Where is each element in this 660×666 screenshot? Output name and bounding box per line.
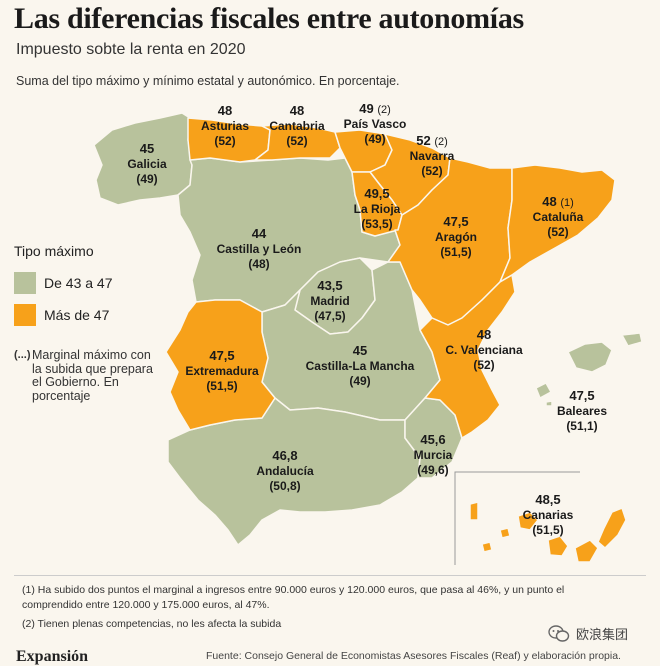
region-canarias-lanzarote bbox=[597, 507, 627, 549]
label-castilla-la-mancha-bottom: (49) bbox=[349, 374, 370, 388]
label-cataluna-top: 48 (1) bbox=[542, 194, 574, 209]
region-canarias-la-gomera bbox=[499, 527, 511, 539]
label-extremadura-top: 47,5 bbox=[209, 348, 234, 363]
label-murcia-top: 45,6 bbox=[420, 432, 445, 447]
label-cantabria-bottom: (52) bbox=[286, 134, 307, 148]
label-aragon-bottom: (51,5) bbox=[440, 245, 471, 259]
region-andalucia bbox=[167, 397, 421, 546]
label-cantabria-name: Cantabria bbox=[269, 119, 325, 133]
legend-label: De 43 a 47 bbox=[44, 275, 113, 291]
marginal-note-text: Marginal máximo con la subida que prepar… bbox=[32, 348, 153, 403]
label-extremadura-name: Extremadura bbox=[185, 364, 259, 378]
label-navarra-mark: (2) bbox=[434, 136, 447, 148]
label-navarra-top: 52 (2) bbox=[416, 133, 448, 148]
label-andalucia-top: 46,8 bbox=[272, 448, 297, 463]
label-pais-vasco-name: País Vasco bbox=[344, 117, 407, 131]
region-baleares-ibiza bbox=[535, 382, 552, 399]
label-galicia-bottom: (49) bbox=[136, 172, 157, 186]
label-navarra-bottom: (52) bbox=[421, 164, 442, 178]
footnote-divider bbox=[14, 575, 646, 576]
map-note: Suma del tipo máximo y mínimo estatal y … bbox=[16, 74, 400, 88]
region-baleares-menorca bbox=[621, 332, 643, 347]
label-galicia-name: Galicia bbox=[127, 157, 167, 171]
footnote-2: (2) Tienen plenas competencias, no les a… bbox=[22, 618, 282, 630]
label-canarias-top: 48,5 bbox=[535, 492, 560, 507]
region-cantabria bbox=[254, 123, 341, 161]
region-c-valenciana bbox=[419, 274, 516, 439]
canarias-inset-frame bbox=[454, 471, 580, 565]
watermark-text: 欧浪集团 bbox=[576, 627, 629, 642]
label-canarias-name: Canarias bbox=[523, 508, 574, 522]
label-cataluna-name: Cataluña bbox=[533, 210, 584, 224]
label-navarra-name: Navarra bbox=[410, 149, 455, 163]
label-asturias-name: Asturias bbox=[201, 119, 249, 133]
page-subtitle: Impuesto sobte la renta en 2020 bbox=[16, 41, 246, 58]
label-andalucia-bottom: (50,8) bbox=[269, 479, 300, 493]
region-canarias-el-hierro bbox=[481, 541, 493, 553]
label-la-rioja-top: 49,5 bbox=[364, 186, 389, 201]
label-la-rioja-bottom: (53,5) bbox=[361, 217, 392, 231]
label-pais-vasco-value: 49 bbox=[359, 101, 373, 116]
label-extremadura-bottom: (51,5) bbox=[206, 379, 237, 393]
brand-logo: Expansión bbox=[16, 648, 89, 665]
legend-item-low: De 43 a 47 bbox=[14, 272, 113, 294]
label-aragon-top: 47,5 bbox=[443, 214, 468, 229]
label-murcia-name: Murcia bbox=[414, 448, 453, 462]
label-castilla-leon-bottom: (48) bbox=[248, 257, 269, 271]
label-madrid-name: Madrid bbox=[310, 294, 349, 308]
label-pais-vasco-mark: (2) bbox=[377, 104, 390, 116]
region-canarias-la-palma bbox=[469, 501, 479, 521]
label-asturias-bottom: (52) bbox=[214, 134, 235, 148]
label-castilla-leon-name: Castilla y León bbox=[217, 242, 302, 256]
region-canarias-gran-canaria bbox=[547, 535, 569, 557]
legend-label: Más de 47 bbox=[44, 307, 110, 323]
legend-swatch-orange bbox=[14, 304, 36, 326]
label-pais-vasco-top: 49 (2) bbox=[359, 101, 391, 116]
label-baleares-bottom: (51,1) bbox=[566, 419, 597, 433]
label-pais-vasco-bottom: (49) bbox=[364, 132, 385, 146]
label-castilla-la-mancha-name: Castilla-La Mancha bbox=[306, 359, 415, 373]
footnote-1: (1) Ha subido dos puntos el marginal a i… bbox=[22, 584, 565, 611]
legend-swatch-green bbox=[14, 272, 36, 294]
label-navarra-value: 52 bbox=[416, 133, 430, 148]
watermark: 欧浪集团 bbox=[548, 624, 628, 643]
label-c-valenciana-bottom: (52) bbox=[473, 358, 494, 372]
label-murcia-bottom: (49,6) bbox=[417, 463, 448, 477]
label-madrid-top: 43,5 bbox=[317, 278, 342, 293]
label-andalucia-name: Andalucía bbox=[256, 464, 314, 478]
legend-item-high: Más de 47 bbox=[14, 304, 109, 326]
wechat-icon bbox=[548, 624, 570, 642]
label-la-rioja-name: La Rioja bbox=[354, 202, 401, 216]
legend-title: Tipo máximo bbox=[14, 243, 94, 259]
region-canarias-fuerteventura bbox=[574, 539, 599, 563]
label-cataluna-mark: (1) bbox=[560, 197, 573, 209]
label-cataluna-value: 48 bbox=[542, 194, 556, 209]
source-text: Fuente: Consejo General de Economistas A… bbox=[206, 650, 621, 662]
label-castilla-leon-top: 44 bbox=[252, 226, 267, 241]
label-baleares-top: 47,5 bbox=[569, 388, 594, 403]
page-title: Las diferencias fiscales entre autonomía… bbox=[14, 2, 524, 35]
label-c-valenciana-top: 48 bbox=[477, 327, 491, 342]
label-aragon-name: Aragón bbox=[435, 230, 477, 244]
region-cataluna bbox=[499, 164, 616, 283]
region-extremadura bbox=[165, 299, 276, 431]
label-cantabria-top: 48 bbox=[290, 103, 304, 118]
label-cataluna-bottom: (52) bbox=[547, 225, 568, 239]
region-baleares-formentera bbox=[545, 400, 553, 407]
label-asturias-top: 48 bbox=[218, 103, 232, 118]
region-baleares-mallorca bbox=[567, 341, 613, 373]
label-madrid-bottom: (47,5) bbox=[314, 309, 345, 323]
label-castilla-la-mancha-top: 45 bbox=[353, 343, 367, 358]
label-baleares-name: Baleares bbox=[557, 404, 607, 418]
marginal-note: (...) Marginal máximo con la subida que … bbox=[14, 348, 154, 403]
label-galicia-top: 45 bbox=[140, 141, 154, 156]
label-c-valenciana-name: C. Valenciana bbox=[445, 343, 523, 357]
label-canarias-bottom: (51,5) bbox=[532, 523, 563, 537]
marginal-note-key: (...) bbox=[14, 349, 31, 361]
region-canarias-tenerife bbox=[517, 511, 539, 531]
